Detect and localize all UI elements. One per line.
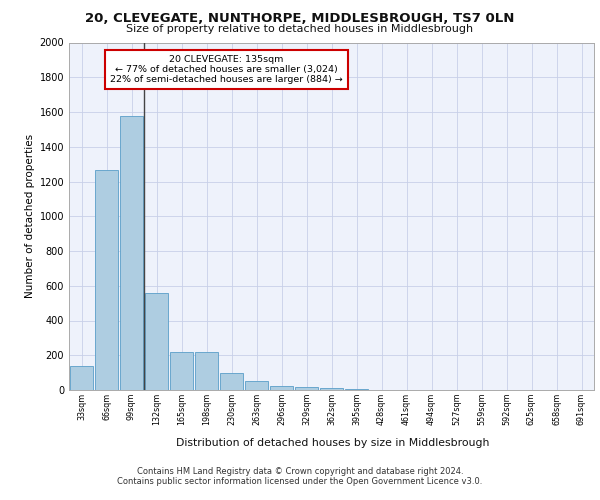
Text: Size of property relative to detached houses in Middlesbrough: Size of property relative to detached ho… [127,24,473,34]
Bar [70,366,94,390]
Text: Contains public sector information licensed under the Open Government Licence v3: Contains public sector information licen… [118,477,482,486]
Bar [145,292,169,390]
Text: 20, CLEVEGATE, NUNTHORPE, MIDDLESBROUGH, TS7 0LN: 20, CLEVEGATE, NUNTHORPE, MIDDLESBROUGH,… [85,12,515,26]
Bar [320,388,343,390]
Bar [295,388,319,390]
Bar [269,386,293,390]
Text: Distribution of detached houses by size in Middlesbrough: Distribution of detached houses by size … [176,438,490,448]
Bar [194,352,218,390]
Bar [170,352,193,390]
Bar [245,382,268,390]
Text: 20 CLEVEGATE: 135sqm
← 77% of detached houses are smaller (3,024)
22% of semi-de: 20 CLEVEGATE: 135sqm ← 77% of detached h… [110,54,343,84]
Y-axis label: Number of detached properties: Number of detached properties [25,134,35,298]
Text: Contains HM Land Registry data © Crown copyright and database right 2024.: Contains HM Land Registry data © Crown c… [137,467,463,476]
Bar [344,389,368,390]
Bar [220,374,244,390]
Bar [95,170,118,390]
Bar [119,116,143,390]
